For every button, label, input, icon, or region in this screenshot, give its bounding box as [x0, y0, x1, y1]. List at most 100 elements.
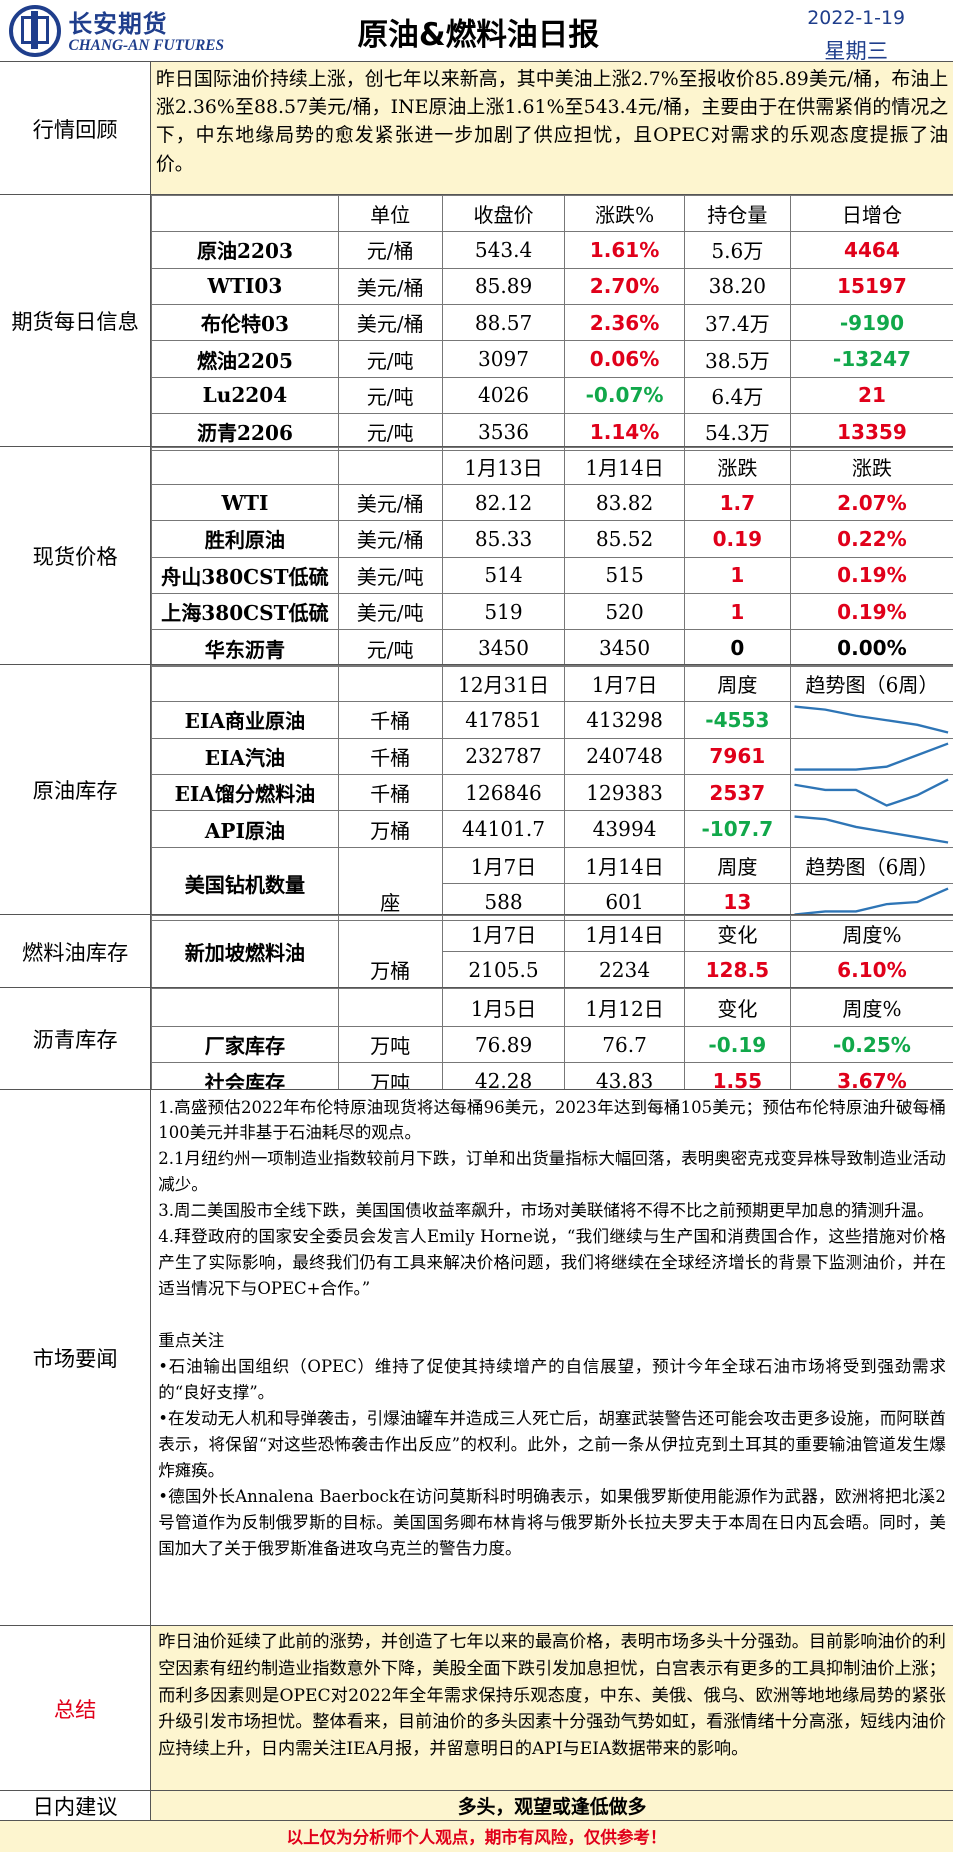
crude-stock-row: EIA商业原油 千桶 417851 413298 -4553 — [151, 701, 953, 739]
futures-add: -9190 — [789, 303, 953, 342]
futures-chg: 0.06% — [564, 340, 685, 378]
report-title: 原油&燃料油日报 — [357, 18, 600, 54]
crude-d2: 129383 — [564, 773, 685, 812]
crude-d1: 126846 — [441, 773, 566, 812]
spot-chg: 0 — [683, 629, 791, 667]
crude-name: EIA汽油 — [151, 737, 339, 775]
spot-price-label: 现货价格 — [0, 447, 152, 664]
crude-d1: 232787 — [441, 737, 566, 775]
crude-1-trend-line — [794, 742, 949, 771]
fuel-d2: 2234 — [564, 951, 685, 989]
futures-unit: 美元/桶 — [337, 267, 443, 305]
asphalt-header-blank1 — [151, 988, 339, 1027]
futures-section: 期货每日信息 单位 收盘价 涨跌% 持仓量 日增仓 原油2203 元/桶 543.4… — [0, 193, 953, 451]
news-item: 4.拜登政府的国家安全委员会发言人Emily Horne说，“我们继续与生产国和… — [158, 1227, 946, 1299]
futures-row: 原油2203 元/桶 543.4 1.61% 5.6万 4464 — [151, 231, 953, 269]
fuel-header-chg: 变化 — [683, 915, 791, 953]
asphalt-stock-section: 沥青库存 1月5日 1月12日 变化 周度% 厂家库存 万吨 76.89 76.7 -0… — [0, 987, 953, 1100]
disclaimer: 以上仅为分析师个人观点，期市有风险，仅供参考！ — [0, 1819, 953, 1852]
asphalt-header-chg: 变化 — [683, 988, 791, 1027]
futures-unit: 元/吨 — [337, 340, 443, 378]
spot-unit: 元/吨 — [337, 629, 443, 667]
crude-0-trend-line — [794, 705, 949, 734]
spot-d2: 83.82 — [564, 483, 685, 522]
asphalt-header-blank2 — [337, 988, 443, 1027]
futures-name: 布伦特03 — [151, 303, 339, 342]
futures-unit: 元/桶 — [337, 231, 443, 269]
rig-trend-line — [794, 887, 949, 917]
spot-unit: 美元/吨 — [337, 556, 443, 595]
report-header: 长安期货 CHANG-AN FUTURES 原油&燃料油日报 2022-1-19… — [0, 0, 953, 64]
fuel-data-row: 万桶 2105.5 2234 128.5 6.10% — [152, 951, 953, 989]
futures-header-chg: 涨跌% — [564, 194, 685, 233]
rig-header-chg: 周度 — [683, 846, 791, 885]
crude-unit: 万桶 — [337, 810, 443, 848]
crude-0-sparkline — [794, 705, 949, 734]
futures-header-unit: 单位 — [337, 194, 443, 233]
spot-d2: 520 — [564, 593, 685, 631]
futures-name: 沥青2206 — [151, 413, 339, 451]
spot-header-d2: 1月14日 — [564, 447, 685, 485]
market-review-label: 行情回顾 — [0, 62, 152, 194]
market-news-body: 1.高盛预估2022年布伦特原油现货将达每桶96美元，2023年达到每桶105美… — [151, 1089, 953, 1625]
rig-header-trend: 趋势图（6周） — [789, 846, 953, 885]
spot-header-d1: 1月13日 — [441, 447, 566, 485]
futures-chg: 2.70% — [564, 267, 685, 305]
crude-1-sparkline — [794, 742, 949, 771]
futures-close: 3097 — [441, 340, 566, 378]
crude-stock-row: EIA汽油 千桶 232787 240748 7961 — [151, 737, 953, 775]
asphalt-pct: -0.25% — [789, 1026, 953, 1064]
crude-unit: 千桶 — [337, 737, 443, 775]
asphalt-stock-label: 沥青库存 — [0, 988, 152, 1089]
futures-oi: 38.20 — [683, 267, 791, 305]
spot-pct: 0.19% — [789, 556, 953, 595]
spot-header-row: 1月13日 1月14日 涨跌 涨跌 — [151, 447, 953, 485]
spot-name: 舟山380CST低硫 — [151, 556, 339, 595]
futures-close: 543.4 — [441, 231, 566, 269]
market-review-text: 昨日国际油价持续上涨，创七年以来新高，其中美油上涨2.7%至报收价85.89美元… — [151, 62, 953, 194]
crude-stock-label: 原油库存 — [0, 664, 152, 914]
focus-item: •在发动无人机和导弹袭击，引爆油罐车并造成三人死亡后，胡塞武装警告还可能会攻击更… — [158, 1409, 946, 1481]
crude-header-d1: 12月31日 — [441, 664, 566, 703]
spot-header-pct: 涨跌 — [789, 447, 953, 485]
futures-oi: 6.4万 — [683, 376, 791, 415]
futures-name: WTI03 — [151, 267, 339, 305]
fuel-header-d1: 1月7日 — [441, 915, 566, 953]
company-logo-icon — [9, 4, 62, 57]
futures-header-row: 单位 收盘价 涨跌% 持仓量 日增仓 — [151, 194, 953, 233]
crude-header-trend: 趋势图（6周） — [789, 664, 953, 703]
fuel-header-row: 新加坡燃料油 1月7日 1月14日 变化 周度% — [151, 915, 953, 989]
spot-row: 胜利原油 美元/桶 85.33 85.52 0.19 0.22% — [151, 520, 953, 558]
crude-name: API原油 — [151, 810, 339, 848]
advice-text: 多头，观望或逢低做多 — [151, 1791, 953, 1820]
futures-row: 沥青2206 元/吨 3536 1.14% 54.3万 13359 — [151, 413, 953, 451]
crude-stock-row: EIA馏分燃料油 千桶 126846 129383 2537 — [151, 773, 953, 812]
rig-data-row: 座 588 601 13 — [152, 883, 953, 921]
asphalt-header-d1: 1月5日 — [441, 988, 566, 1027]
crude-d1: 417851 — [441, 701, 566, 739]
asphalt-stock-table: 1月5日 1月12日 变化 周度% 厂家库存 万吨 76.89 76.7 -0.19 -0… — [151, 988, 953, 1100]
market-review-section: 行情回顾 昨日国际油价持续上涨，创七年以来新高，其中美油上涨2.7%至报收价85… — [0, 61, 953, 194]
fuel-d1: 2105.5 — [441, 951, 566, 989]
spot-name: 上海380CST低硫 — [151, 593, 339, 631]
spot-pct: 2.07% — [789, 483, 953, 522]
futures-row: WTI03 美元/桶 85.89 2.70% 38.20 15197 — [151, 267, 953, 305]
fuel-header-blank — [337, 915, 443, 952]
crude-trend-chart — [789, 701, 953, 739]
spot-d2: 85.52 — [564, 520, 685, 558]
crude-3-trend-line — [794, 814, 949, 844]
fuel-stock-section: 燃料油库存 新加坡燃料油 1月7日 1月14日 变化 周度% 万桶 2105.5… — [0, 914, 953, 989]
spot-unit: 美元/桶 — [337, 520, 443, 558]
market-news-section: 市场要闻 1.高盛预估2022年布伦特原油现货将达每桶96美元，2023年达到每… — [0, 1088, 953, 1625]
futures-oi: 37.4万 — [683, 303, 791, 342]
news-spacer — [158, 1302, 946, 1328]
spot-chg: 1 — [683, 556, 791, 595]
futures-row: 燃油2205 元/吨 3097 0.06% 38.5万 -13247 — [151, 340, 953, 378]
futures-header-add: 日增仓 — [789, 194, 953, 233]
futures-unit: 美元/桶 — [337, 303, 443, 342]
spot-price-table: 1月13日 1月14日 涨跌 涨跌 WTI 美元/桶 82.12 83.82 1.7 2.… — [151, 447, 953, 667]
fuel-stock-name: 新加坡燃料油 — [151, 915, 339, 989]
futures-unit: 元/吨 — [337, 376, 443, 415]
crude-chg: 7961 — [683, 737, 791, 775]
news-item: 1.高盛预估2022年布伦特原油现货将达每桶96美元，2023年达到每桶105美… — [158, 1097, 946, 1143]
